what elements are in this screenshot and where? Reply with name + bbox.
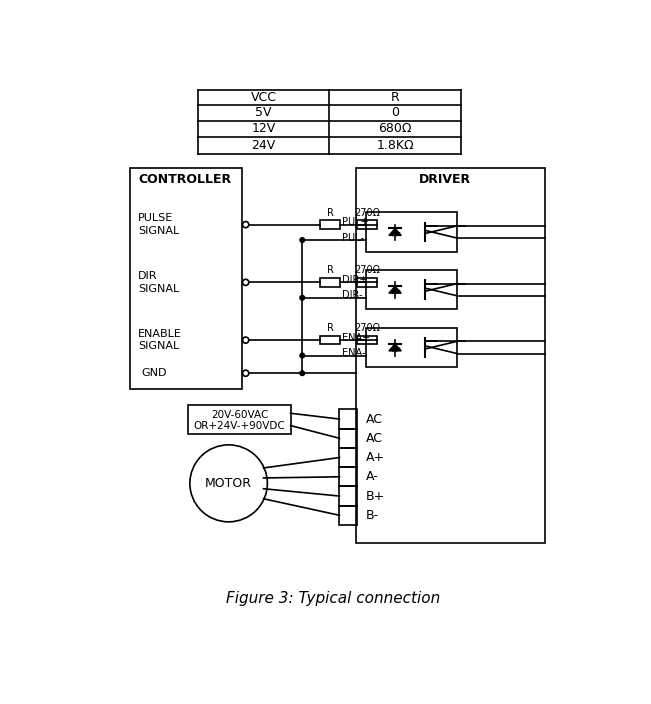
Text: GND: GND	[141, 368, 167, 378]
Text: 12V: 12V	[251, 122, 275, 135]
Bar	[320, 278, 340, 287]
Text: SIGNAL: SIGNAL	[138, 284, 179, 294]
Text: R: R	[327, 323, 333, 333]
Text: DIR: DIR	[138, 271, 158, 281]
Text: R: R	[391, 91, 400, 104]
Circle shape	[300, 371, 305, 375]
Text: 270Ω: 270Ω	[354, 265, 380, 275]
Text: ENA-: ENA-	[342, 348, 365, 358]
Bar	[366, 328, 457, 367]
Bar	[130, 168, 242, 389]
Text: B+: B+	[366, 489, 385, 503]
Text: ENABLE: ENABLE	[138, 329, 182, 339]
Text: 0: 0	[391, 106, 399, 120]
Text: MOTOR: MOTOR	[205, 477, 252, 490]
Text: OR+24V-+90VDC: OR+24V-+90VDC	[193, 420, 285, 431]
Bar	[357, 168, 545, 543]
Bar	[339, 410, 357, 429]
Text: AC: AC	[366, 432, 383, 445]
Text: AC: AC	[366, 413, 383, 425]
Text: R: R	[327, 265, 333, 275]
Bar	[188, 405, 290, 434]
Text: 24V: 24V	[251, 139, 275, 152]
Bar	[339, 467, 357, 486]
Text: PULSE: PULSE	[138, 213, 173, 223]
Text: SIGNAL: SIGNAL	[138, 341, 179, 351]
Text: R: R	[327, 208, 333, 218]
Text: PUL-: PUL-	[342, 233, 364, 243]
Text: A-: A-	[366, 470, 378, 483]
Bar	[366, 270, 457, 309]
Text: 20V-60VAC: 20V-60VAC	[211, 410, 268, 420]
Text: 270Ω: 270Ω	[354, 323, 380, 333]
Bar	[366, 213, 457, 251]
Text: SIGNAL: SIGNAL	[138, 226, 179, 236]
Text: DIR-: DIR-	[342, 291, 362, 301]
Text: 270Ω: 270Ω	[354, 208, 380, 218]
Bar	[320, 220, 340, 229]
Text: DRIVER: DRIVER	[419, 173, 471, 187]
Bar	[320, 336, 340, 344]
Bar	[339, 505, 357, 525]
Bar	[339, 486, 357, 505]
Text: 1.8KΩ: 1.8KΩ	[376, 139, 414, 152]
Text: 5V: 5V	[255, 106, 271, 120]
Polygon shape	[389, 229, 401, 235]
Text: 680Ω: 680Ω	[378, 122, 412, 135]
Bar	[357, 220, 378, 229]
Circle shape	[300, 353, 305, 358]
Bar	[357, 336, 378, 344]
Text: Figure 3: Typical connection: Figure 3: Typical connection	[226, 591, 440, 606]
Circle shape	[300, 296, 305, 300]
Polygon shape	[389, 287, 401, 293]
Bar	[339, 429, 357, 448]
Bar	[339, 448, 357, 467]
Bar	[357, 278, 378, 287]
Text: PUL+: PUL+	[342, 218, 368, 227]
Text: VCC: VCC	[251, 91, 277, 104]
Circle shape	[300, 238, 305, 242]
Text: B-: B-	[366, 509, 379, 522]
Text: CONTROLLER: CONTROLLER	[138, 173, 231, 187]
Polygon shape	[389, 344, 401, 351]
Text: DIR+: DIR+	[342, 275, 367, 285]
Text: A+: A+	[366, 451, 385, 464]
Text: ENA+: ENA+	[342, 333, 370, 343]
